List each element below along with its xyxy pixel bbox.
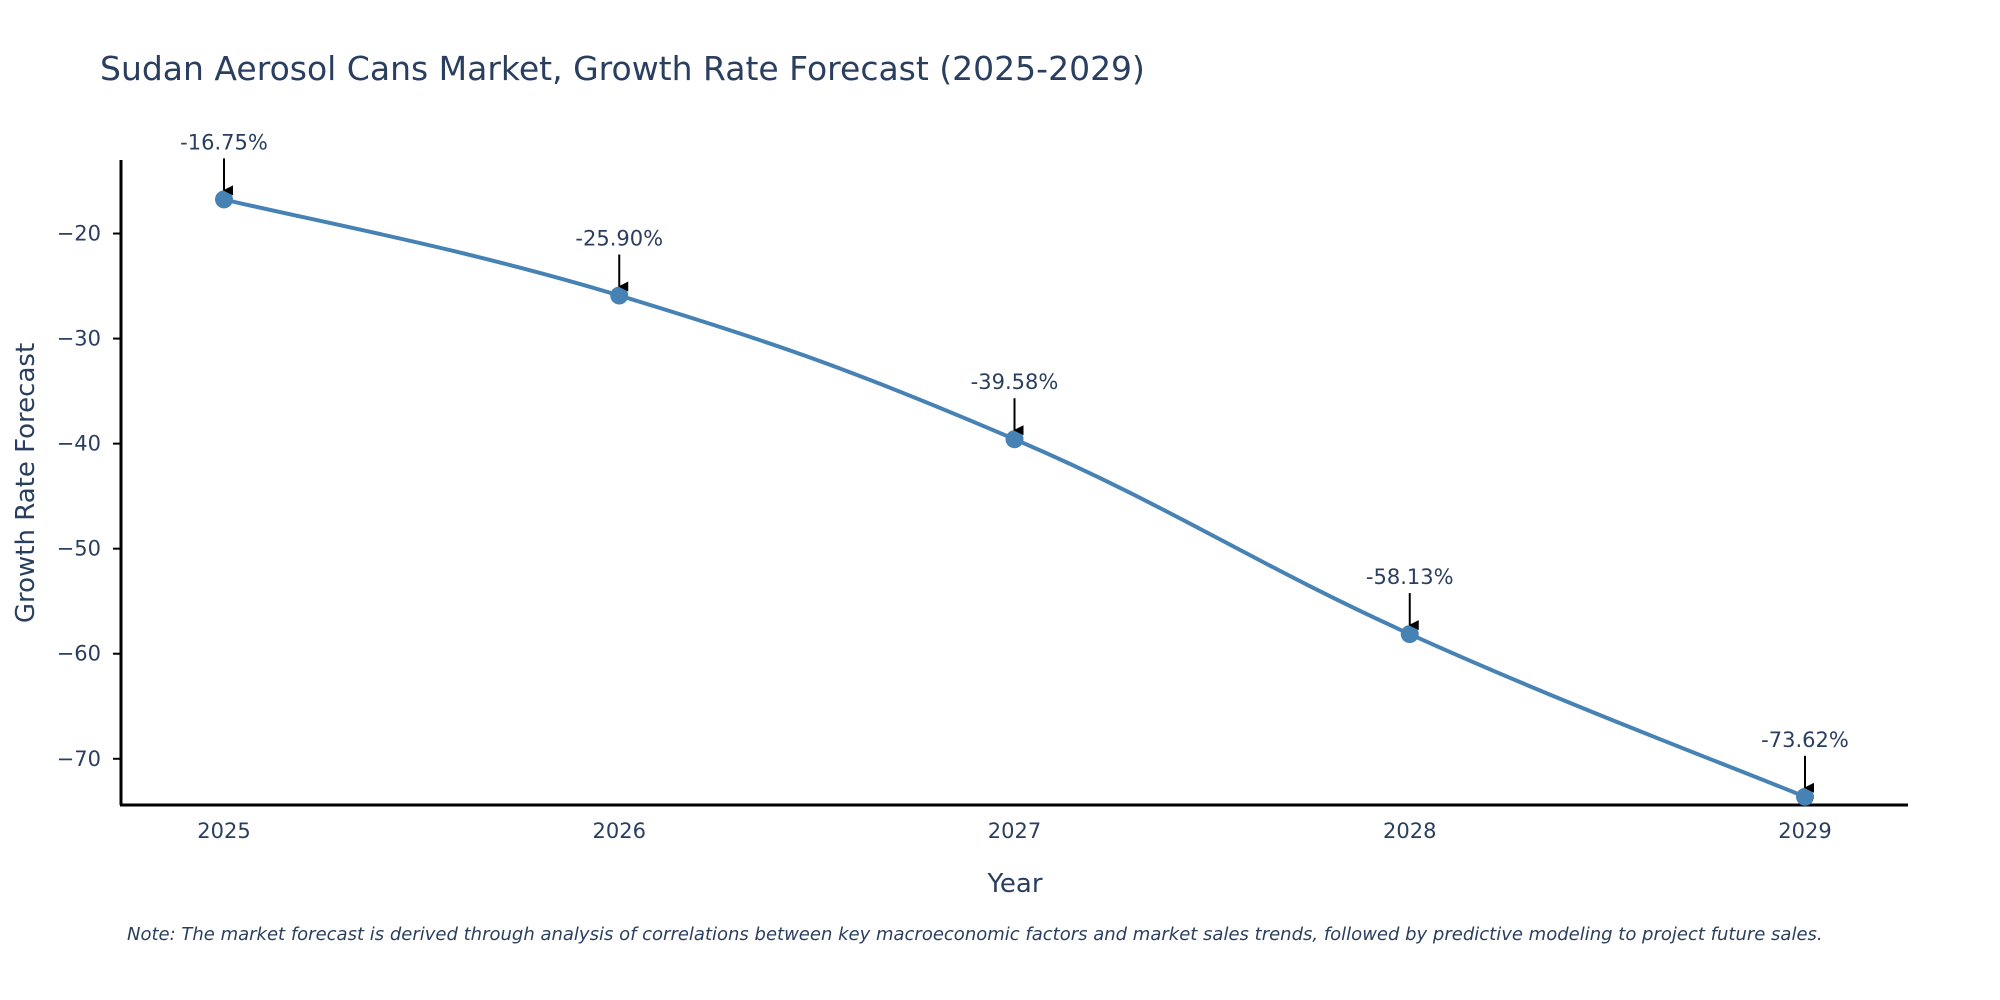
y-tick-label: −70 [57,747,101,771]
x-axis-ticks: 2025 2026 2027 2028 2029 [197,819,1831,843]
y-axis-title: Growth Rate Forecast [11,343,41,623]
x-tick-label: 2028 [1383,819,1436,843]
data-point [610,286,629,305]
y-tick-label: −50 [57,537,101,561]
y-tick-label: −20 [57,222,101,246]
data-label: -58.13% [1366,565,1454,589]
x-tick-label: 2027 [988,819,1041,843]
x-tick-label: 2029 [1778,819,1831,843]
data-point [1400,625,1419,644]
data-label: -16.75% [180,130,268,154]
y-axis-ticks: −20 −30 −40 −50 −60 −70 [57,222,121,771]
x-tick-label: 2026 [593,819,646,843]
data-points [215,190,1814,806]
x-tick-label: 2025 [197,819,250,843]
chart-title: Sudan Aerosol Cans Market, Growth Rate F… [100,49,1145,88]
y-tick-label: −30 [57,327,101,351]
y-tick-label: −60 [57,642,101,666]
chart-note: Note: The market forecast is derived thr… [127,924,1823,945]
x-axis-title: Year [986,869,1042,899]
data-label: -39.58% [971,370,1059,394]
data-point [1005,430,1024,449]
data-point [1796,787,1814,806]
data-label: -25.90% [575,227,663,251]
data-annotations: -16.75% -25.90% -39.58% -58.13% -73.62% [180,130,1849,793]
y-tick-label: −40 [57,432,101,456]
series-line [223,197,1806,799]
data-point [215,190,233,209]
data-label: -73.62% [1761,728,1849,752]
